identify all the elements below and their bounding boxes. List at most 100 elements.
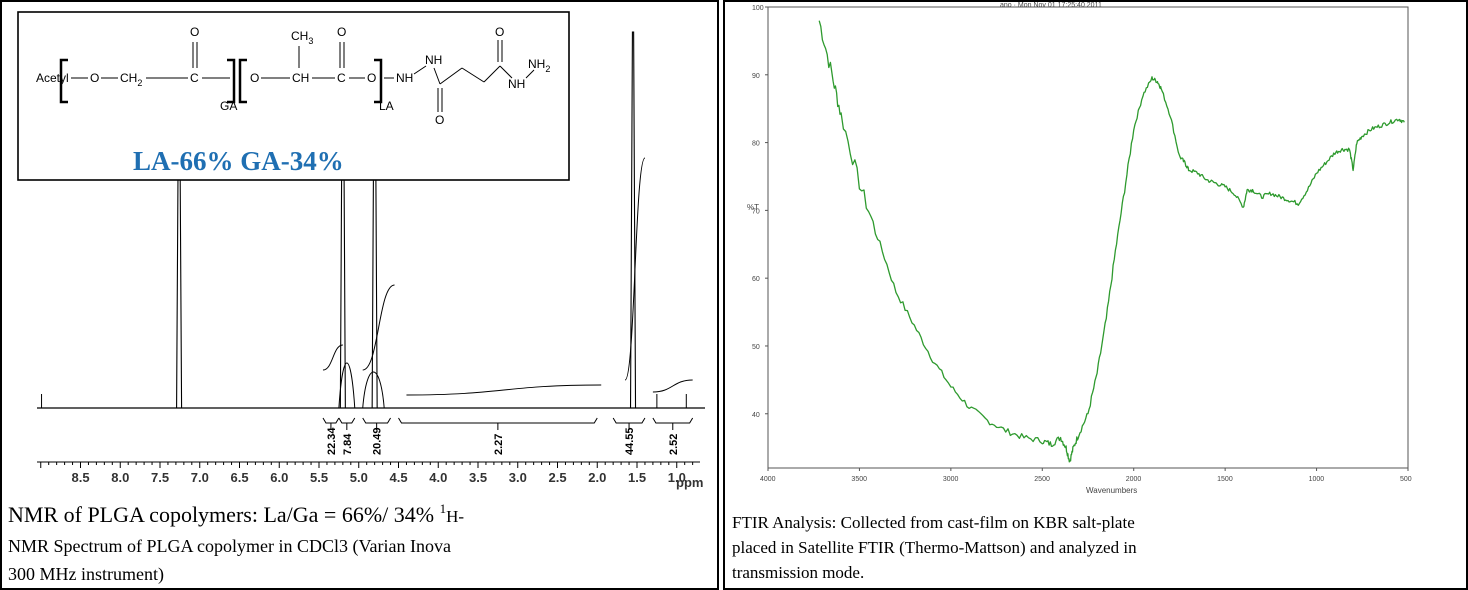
nmr-x-tick-label: 8.0 <box>111 470 129 485</box>
ftir-caption: FTIR Analysis: Collected from cast-film … <box>732 513 1137 582</box>
ftir-y-tick-label: 40 <box>752 412 760 419</box>
carbon-2: C <box>337 71 346 85</box>
bond-15 <box>525 69 535 79</box>
ftir-y-tick-label: 90 <box>752 73 760 80</box>
bond-9 <box>413 65 427 75</box>
bond-13 <box>483 65 501 83</box>
nmr-x-tick-label: 4.0 <box>429 470 447 485</box>
nmr-x-tick-label: 7.0 <box>191 470 209 485</box>
ftir-caption-line1: FTIR Analysis: Collected from cast-film … <box>732 513 1135 532</box>
nmr-integral-bracket <box>322 417 340 424</box>
nmr-integral-curve <box>362 284 395 371</box>
nmr-x-tick-label: 3.5 <box>469 470 487 485</box>
nmr-x-unit: ppm <box>676 475 703 490</box>
nmr-integral-label: 20.49 <box>372 427 384 455</box>
nmr-x-tick-label: 5.0 <box>350 470 368 485</box>
ftir-panel-border <box>723 0 1468 590</box>
ftir-y-tick-label: 50 <box>752 344 760 351</box>
ftir-xlabel: Wavenumbers <box>1086 486 1137 495</box>
nmr-integral-label: 2.27 <box>493 434 505 455</box>
nmr-integral-bracket <box>612 417 646 424</box>
ftir-x-tick-label: 3500 <box>851 476 867 483</box>
nmr-x-tick-label: 4.5 <box>390 470 408 485</box>
oxygen-carbonyl-4: O <box>495 25 504 39</box>
nmr-integral-label: 2.52 <box>668 434 680 455</box>
nmr-x-tick-label: 6.0 <box>270 470 288 485</box>
ftir-series-line <box>818 20 1405 463</box>
ftir-caption-line2: placed in Satellite FTIR (Thermo-Mattson… <box>732 538 1137 557</box>
nmr-integral-bracket <box>652 417 694 424</box>
ftir-x-tick-label: 2000 <box>1126 476 1142 483</box>
bracket-ga-left <box>59 58 68 104</box>
nmr-caption-line3: 300 MHz instrument) <box>8 564 164 585</box>
nmr-x-tick-label: 1.0 <box>668 470 686 485</box>
nmr-x-tick-label: 7.5 <box>151 470 169 485</box>
la-subscript: LA <box>379 99 394 113</box>
ftir-x-tick-label: 500 <box>1400 476 1412 483</box>
bracket-la-right <box>374 58 383 104</box>
nmr-panel-border <box>0 0 719 590</box>
nmr-integral-label: 22.34 <box>326 427 338 455</box>
nmr-x-tick-label: 5.5 <box>310 470 328 485</box>
nmr-x-tick-label: 8.5 <box>72 470 90 485</box>
ftir-y-tick-label: 70 <box>752 208 760 215</box>
acetyl-label: Acetyl <box>36 71 69 85</box>
nmr-integral-curve <box>652 379 693 393</box>
bond-14 <box>499 65 513 79</box>
ch2-group: CH2 <box>120 71 142 88</box>
nmr-caption-line1: NMR of PLGA copolymers: La/Ga = 66%/ 34%… <box>8 501 464 527</box>
ftir-chart: ano · Mon Nov 01 17:25:40 2011 %T 100 90 8… <box>747 2 1412 495</box>
nmr-x-tick-label: 3.0 <box>509 470 527 485</box>
ftir-y-tick-label: 80 <box>752 141 760 148</box>
bond-11 <box>439 67 463 85</box>
chemical-structure: Acetyl O CH2 C O GA O CH CH3 C <box>36 25 550 127</box>
bond-12 <box>461 67 485 83</box>
nmr-integral-curve <box>322 344 343 371</box>
nh-1: NH <box>396 71 413 85</box>
nmr-x-tick-label: 6.5 <box>231 470 249 485</box>
ftir-ylabel: %T <box>747 203 759 212</box>
nmr-integral-label: 7.84 <box>342 433 354 455</box>
nmr-integral-bracket <box>398 417 598 424</box>
ftir-x-tick-label: 1000 <box>1309 476 1325 483</box>
ftir-header: ano · Mon Nov 01 17:25:40 2011 <box>1000 2 1102 9</box>
nh-3: NH <box>508 77 525 91</box>
bond-10 <box>433 67 441 85</box>
ftir-y-tick-label: 100 <box>752 5 764 12</box>
nmr-multiplet <box>362 371 385 409</box>
ftir-x-tick-label: 3000 <box>943 476 959 483</box>
nmr-caption-line2: NMR Spectrum of PLGA copolymer in CDCl3 … <box>8 536 451 557</box>
nmr-x-tick-label: 1.5 <box>628 470 646 485</box>
ftir-y-tick-label: 60 <box>752 276 760 283</box>
nh-2: NH <box>425 53 442 67</box>
nmr-integral-curve <box>406 384 602 396</box>
nmr-peak <box>629 31 637 409</box>
ftir-caption-line3: transmission mode. <box>732 563 864 582</box>
nmr-integral-label: 44.55 <box>624 427 636 455</box>
structure-box: Acetyl O CH2 C O GA O CH CH3 C <box>17 11 570 181</box>
oxygen-2: O <box>250 71 259 85</box>
ftir-x-tick-label: 1500 <box>1217 476 1233 483</box>
ftir-plot-frame <box>767 6 1409 469</box>
composition-label: LA-66% GA-34% <box>133 146 344 176</box>
bracket-ga-right <box>227 58 236 104</box>
structure-box-frame <box>17 11 570 181</box>
oxygen-3: O <box>367 71 376 85</box>
oxygen-carbonyl-3: O <box>435 113 444 127</box>
nmr-x-tick-label: 2.0 <box>588 470 606 485</box>
nh2-group: NH2 <box>528 57 550 74</box>
oxygen-carbonyl-1: O <box>190 25 199 39</box>
bracket-la-left <box>238 58 247 104</box>
ch3-group: CH3 <box>291 29 313 46</box>
nmr-caption: NMR of PLGA copolymers: La/Ga = 66%/ 34%… <box>8 501 464 585</box>
carbon-1: C <box>190 71 199 85</box>
nmr-multiplet <box>338 362 356 409</box>
oxygen-carbonyl-2: O <box>337 25 346 39</box>
ch-group: CH <box>292 71 309 85</box>
oxygen-1: O <box>90 71 99 85</box>
nmr-integral-bracket <box>338 417 356 424</box>
nmr-integral-curve <box>624 157 646 381</box>
ftir-x-tick-label: 4000 <box>760 476 776 483</box>
nmr-x-tick-label: 2.5 <box>549 470 567 485</box>
